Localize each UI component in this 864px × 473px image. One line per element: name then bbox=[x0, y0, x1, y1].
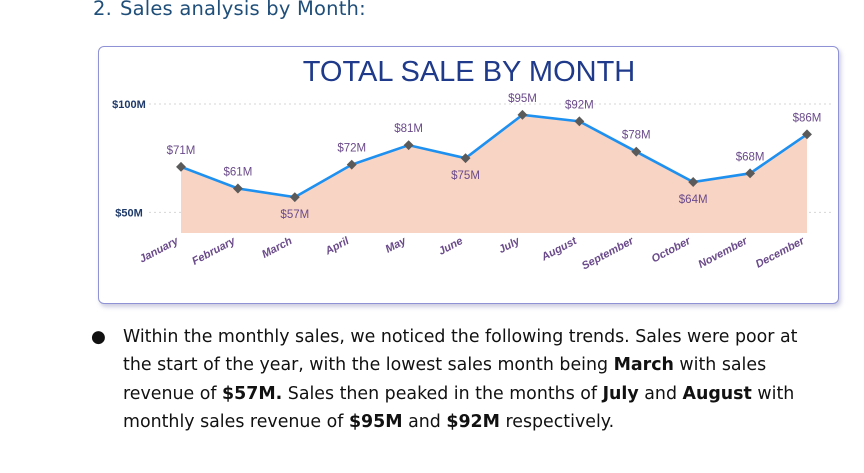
data-label: $72M bbox=[337, 143, 366, 155]
x-tick-label: January bbox=[138, 235, 182, 266]
sales-chart-card: TOTAL SALE BY MONTH $100M $50M $71M $61M $5… bbox=[98, 46, 839, 304]
data-label: $81M bbox=[394, 123, 423, 135]
data-label: $86M bbox=[793, 112, 822, 124]
x-tick-label: December bbox=[754, 235, 807, 271]
data-label: $78M bbox=[622, 130, 651, 142]
data-label: $68M bbox=[736, 151, 765, 163]
x-tick-label: May bbox=[384, 235, 409, 256]
paragraph-text: and bbox=[639, 384, 683, 404]
y-tick-label: $100M bbox=[112, 99, 146, 111]
area-fill bbox=[181, 115, 807, 233]
findings-paragraph: Within the monthly sales, we noticed the… bbox=[123, 323, 831, 436]
data-label: $95M bbox=[508, 93, 537, 105]
x-tick-label: October bbox=[650, 235, 694, 266]
x-tick-label: February bbox=[190, 235, 238, 268]
x-axis-ticks: January February March April May June July Augu… bbox=[138, 234, 808, 272]
x-tick-label: April bbox=[322, 235, 351, 258]
data-label: $61M bbox=[224, 167, 253, 179]
x-tick-label: September bbox=[580, 235, 636, 273]
y-tick-label: $50M bbox=[115, 207, 143, 219]
x-tick-label: June bbox=[437, 235, 465, 258]
data-label: $57M bbox=[280, 209, 309, 221]
chart-title: TOTAL SALE BY MONTH bbox=[303, 56, 636, 88]
heading-text: Sales analysis by Month: bbox=[120, 0, 366, 20]
sales-area-chart: TOTAL SALE BY MONTH $100M $50M $71M $61M $5… bbox=[99, 47, 838, 303]
paragraph-text: respectively. bbox=[500, 412, 614, 432]
paragraph-text: and bbox=[403, 412, 447, 432]
findings-bullet: ● Within the monthly sales, we noticed t… bbox=[91, 323, 831, 436]
emphasis-text: $92M bbox=[446, 412, 500, 432]
heading-number: 2. bbox=[93, 0, 112, 20]
data-label: $71M bbox=[167, 145, 196, 157]
data-label: $64M bbox=[679, 194, 708, 206]
x-tick-label: July bbox=[497, 235, 523, 256]
paragraph-text: Sales then peaked in the months of bbox=[282, 384, 602, 404]
emphasis-text: August bbox=[683, 384, 752, 404]
emphasis-text: $57M. bbox=[222, 384, 282, 404]
emphasis-text: July bbox=[603, 384, 639, 404]
emphasis-text: March bbox=[614, 355, 674, 375]
data-label: $92M bbox=[565, 99, 594, 111]
data-label: $75M bbox=[451, 170, 480, 182]
x-tick-label: March bbox=[260, 235, 294, 261]
x-tick-label: November bbox=[696, 235, 750, 271]
y-axis-ticks: $100M $50M bbox=[112, 99, 146, 219]
bullet-icon: ● bbox=[91, 323, 106, 351]
emphasis-text: $95M bbox=[349, 412, 403, 432]
section-heading: 2. Sales analysis by Month: bbox=[93, 0, 366, 20]
x-tick-label: August bbox=[539, 234, 580, 263]
